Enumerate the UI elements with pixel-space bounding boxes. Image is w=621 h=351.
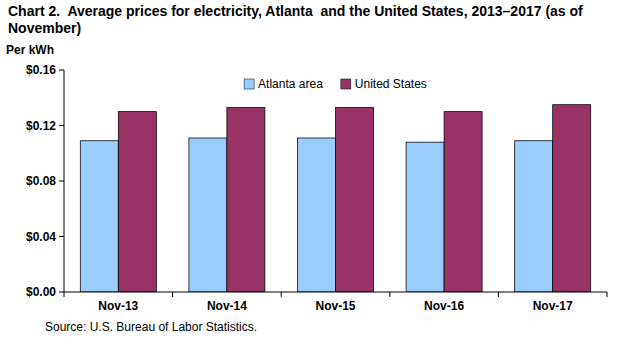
y-tick <box>59 181 64 182</box>
bar <box>189 138 227 292</box>
legend-label: Atlanta area <box>258 77 323 91</box>
y-tick-label: $0.04 <box>26 230 56 244</box>
y-tick-label: $0.12 <box>26 119 56 133</box>
x-tick-label: Nov-15 <box>315 299 355 313</box>
y-tick <box>59 292 64 293</box>
y-tick-label: $0.00 <box>26 285 56 299</box>
y-tick-label: $0.16 <box>26 63 56 77</box>
y-tick <box>59 125 64 126</box>
legend-swatch <box>244 79 254 89</box>
y-tick-label: $0.08 <box>26 174 56 188</box>
x-tick <box>389 292 390 297</box>
bar <box>298 138 336 292</box>
chart-title: Chart 2. Average prices for electricity,… <box>8 3 583 37</box>
x-tick <box>64 292 65 297</box>
source-note: Source: U.S. Bureau of Labor Statistics. <box>45 320 257 334</box>
bar <box>227 107 265 292</box>
chart-svg: Per kWh $0.00 $0.04 $0.08 $0.12 $0.16 Nov-13 No… <box>0 0 621 351</box>
bar <box>406 142 444 292</box>
bar <box>444 112 482 292</box>
x-tick <box>607 292 608 297</box>
y-tick <box>59 70 64 71</box>
x-tick <box>498 292 499 297</box>
bar <box>336 107 374 292</box>
bar <box>553 105 591 292</box>
x-tick-label: Nov-14 <box>207 299 247 313</box>
legend-label: United States <box>355 77 427 91</box>
x-tick-label: Nov-13 <box>98 299 138 313</box>
x-tick <box>172 292 173 297</box>
y-tick <box>59 236 64 237</box>
bar <box>515 141 553 292</box>
bar <box>80 141 118 292</box>
legend: Atlanta area United States <box>244 77 427 91</box>
x-tick-label: Nov-16 <box>424 299 464 313</box>
legend-swatch <box>341 79 351 89</box>
bars <box>80 105 590 292</box>
bar <box>118 112 156 292</box>
y-axis-label: Per kWh <box>6 43 54 57</box>
x-tick-label: Nov-17 <box>533 299 573 313</box>
x-axis <box>64 292 607 293</box>
y-axis <box>64 70 65 292</box>
x-tick <box>281 292 282 297</box>
